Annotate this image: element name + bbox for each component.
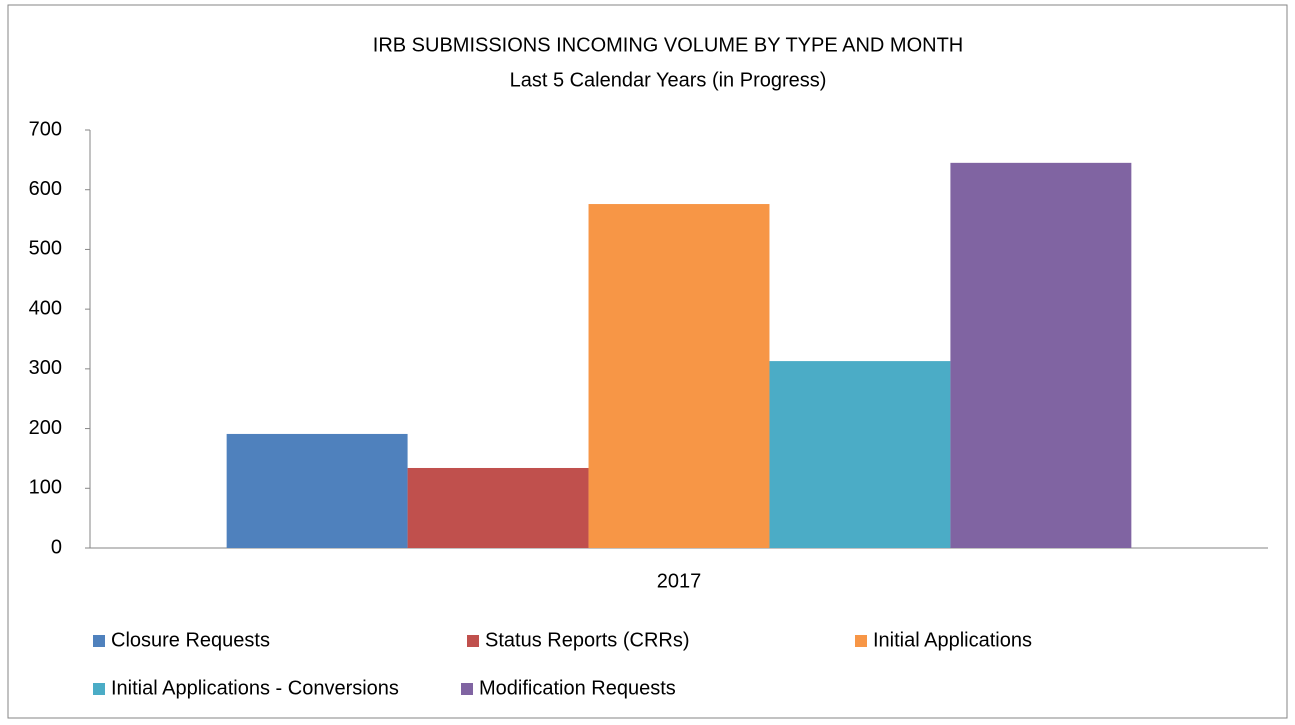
y-tick-label: 600 bbox=[29, 178, 62, 200]
legend-swatch bbox=[855, 635, 867, 647]
x-tick-label: 2017 bbox=[657, 570, 702, 592]
y-tick-label: 500 bbox=[29, 238, 62, 260]
legend-label: Closure Requests bbox=[111, 629, 270, 651]
legend-swatch bbox=[93, 635, 105, 647]
bar bbox=[226, 433, 408, 548]
y-tick-label: 0 bbox=[51, 536, 62, 558]
legend-label: Initial Applications bbox=[873, 629, 1032, 651]
legend-label: Status Reports (CRRs) bbox=[485, 629, 690, 651]
legend-label: Modification Requests bbox=[479, 677, 676, 699]
legend-label: Initial Applications - Conversions bbox=[111, 677, 399, 699]
y-tick-label: 100 bbox=[29, 477, 62, 499]
legend-swatch bbox=[93, 683, 105, 695]
y-tick-label: 200 bbox=[29, 417, 62, 439]
bar bbox=[950, 162, 1132, 549]
bar bbox=[769, 361, 951, 548]
chart-title: IRB SUBMISSIONS INCOMING VOLUME BY TYPE … bbox=[373, 34, 963, 56]
y-tick-label: 400 bbox=[29, 297, 62, 319]
bar bbox=[588, 204, 770, 548]
legend-swatch bbox=[461, 683, 473, 695]
bar bbox=[407, 467, 589, 548]
y-tick-label: 300 bbox=[29, 357, 62, 379]
legend-swatch bbox=[467, 635, 479, 647]
chart-subtitle: Last 5 Calendar Years (in Progress) bbox=[510, 69, 827, 91]
y-tick-label: 700 bbox=[29, 118, 62, 140]
